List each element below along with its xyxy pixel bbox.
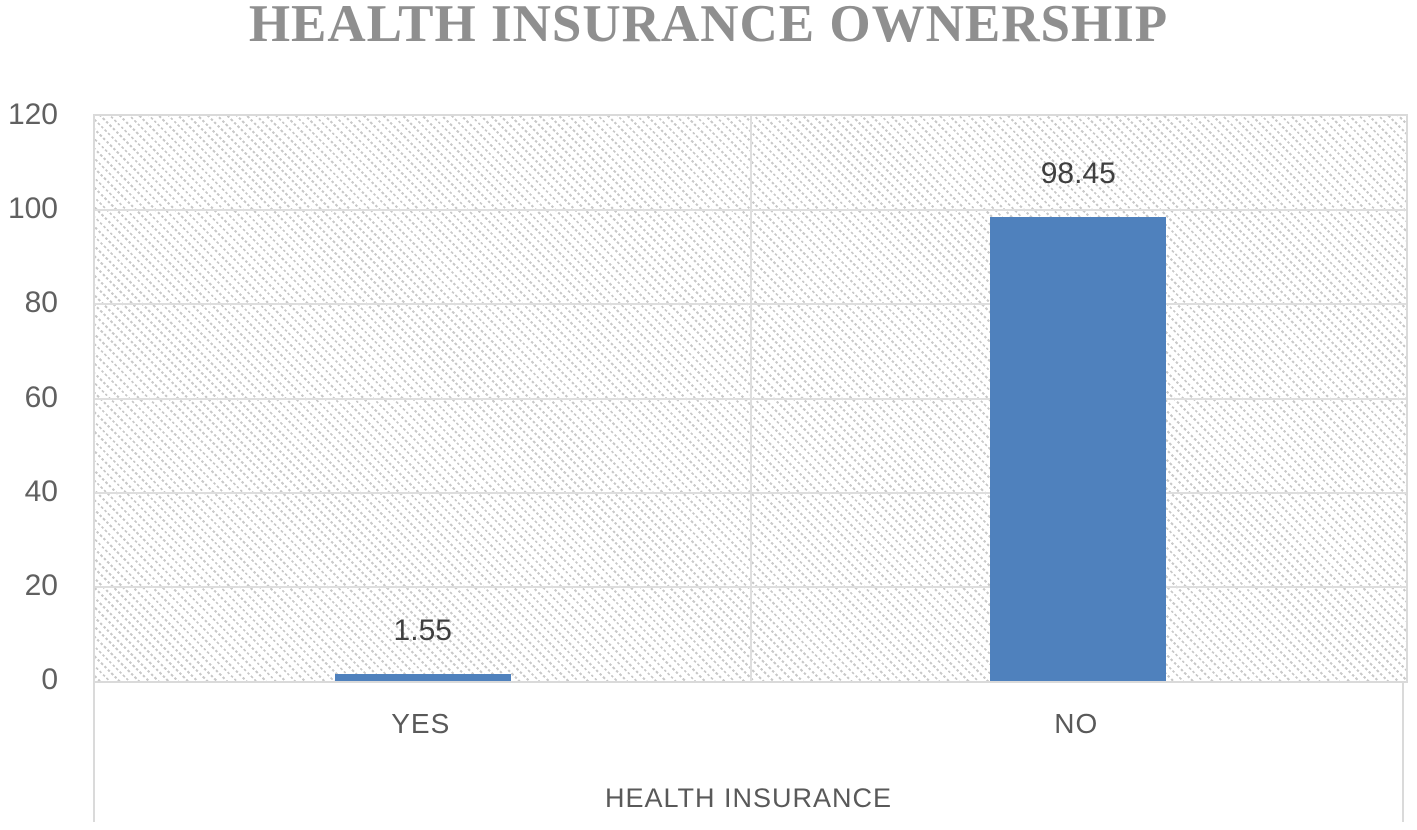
plot-right-border-extension: [1402, 681, 1404, 822]
gridline-vertical-center: [749, 116, 752, 681]
category-label-no: NO: [1054, 708, 1099, 739]
y-tick-label-60: 60: [24, 380, 58, 414]
y-tick-label-100: 100: [7, 192, 58, 226]
bar-yes[interactable]: [334, 673, 511, 681]
bar-no[interactable]: [990, 217, 1167, 681]
x-axis-title: HEALTH INSURANCE: [604, 783, 893, 813]
y-tick-label-20: 20: [24, 568, 58, 602]
y-tick-label-40: 40: [24, 474, 58, 508]
plot-area: 1.55 98.45: [93, 114, 1408, 683]
y-tick-label-80: 80: [24, 286, 58, 320]
category-label-yes: YES: [391, 708, 451, 739]
plot-left-border-extension: [93, 681, 95, 822]
data-label-no: 98.45: [1040, 157, 1116, 191]
y-tick-label-0: 0: [41, 663, 58, 696]
y-tick-label-120: 120: [7, 98, 58, 131]
chart-title: HEALTH INSURANCE OWNERSHIP: [248, 0, 1169, 53]
data-label-yes: 1.55: [393, 613, 452, 647]
